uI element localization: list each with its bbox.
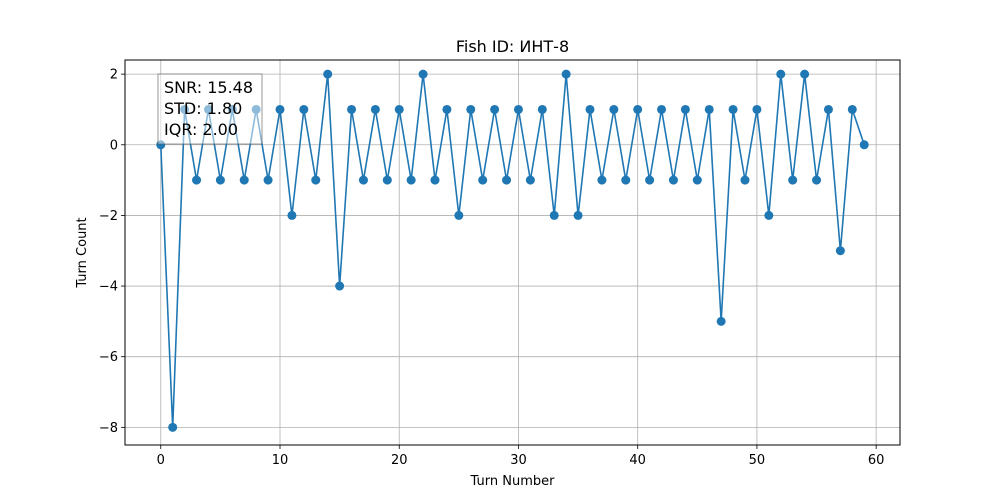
data-point [215,175,225,185]
data-point [335,281,345,291]
chart-title: Fish ID: ИНТ-8 [456,37,569,56]
data-point [740,175,750,185]
data-point [716,316,726,326]
data-point [692,175,702,185]
data-point [370,104,380,114]
series-turn-count [156,69,869,432]
x-tick-label: 60 [868,453,885,468]
data-point [680,104,690,114]
data-point [358,175,368,185]
data-point [418,69,428,79]
x-tick-label: 50 [749,453,766,468]
data-point [347,104,357,114]
y-tick-label: 2 [110,68,118,83]
data-point [525,175,535,185]
data-point [645,175,655,185]
series-line [159,73,865,429]
stat-iqr: IQR: 2.00 [164,120,238,139]
y-axis-label: Turn Count [75,217,90,288]
data-point [430,175,440,185]
data-point [299,104,309,114]
data-point [168,422,178,432]
data-point [323,69,333,79]
data-point [585,104,595,114]
data-point [633,104,643,114]
data-point [382,175,392,185]
data-point [728,104,738,114]
data-point [800,69,810,79]
data-point [657,104,667,114]
data-point [478,175,488,185]
data-point [704,104,714,114]
x-tick-label: 0 [157,453,165,468]
data-point [263,175,273,185]
data-point [394,104,404,114]
data-point [621,175,631,185]
data-point [573,210,583,220]
y-tick-label: −8 [99,421,118,436]
stats-annotation: SNR: 15.48 STD: 1.80 IQR: 2.00 [157,73,263,145]
y-tick-label: −6 [99,350,118,365]
data-point [609,104,619,114]
x-axis-label: Turn Number [470,474,556,489]
data-point [812,175,822,185]
data-point [668,175,678,185]
grid [125,60,900,445]
stat-snr: SNR: 15.48 [164,78,253,97]
data-point [454,210,464,220]
data-point [788,175,798,185]
data-point [502,175,512,185]
data-point [466,104,476,114]
stat-std: STD: 1.80 [164,99,242,118]
data-point [287,210,297,220]
x-tick-label: 10 [272,453,289,468]
data-point [513,104,523,114]
data-point [764,210,774,220]
data-point [239,175,249,185]
stats-box-background [157,73,263,145]
data-point [847,104,857,114]
data-point [275,104,285,114]
data-point [490,104,500,114]
y-tick-label: −4 [99,280,118,295]
data-point [752,104,762,114]
data-point [406,175,416,185]
data-point [192,175,202,185]
data-point [537,104,547,114]
data-point [859,140,869,150]
x-tick-label: 20 [391,453,408,468]
x-tick-label: 30 [510,453,527,468]
y-tick-label: −2 [99,209,118,224]
data-point [442,104,452,114]
axis-ticks: 0 10 20 30 40 50 60 −8 −6 −4 −2 0 2 [99,68,885,468]
data-point [597,175,607,185]
x-tick-label: 40 [629,453,646,468]
data-point [823,104,833,114]
data-point [549,210,559,220]
data-point [835,246,845,256]
y-tick-label: 0 [110,138,118,153]
data-point [776,69,786,79]
data-point [561,69,571,79]
data-point [311,175,321,185]
axes-frame [124,59,901,446]
